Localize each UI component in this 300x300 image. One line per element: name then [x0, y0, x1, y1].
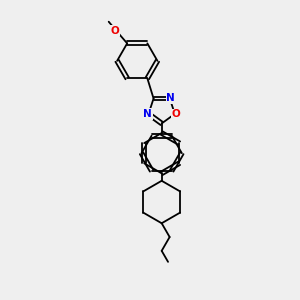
Text: O: O [172, 110, 180, 119]
Text: N: N [143, 109, 152, 119]
Text: O: O [110, 26, 119, 36]
Text: N: N [167, 93, 175, 103]
